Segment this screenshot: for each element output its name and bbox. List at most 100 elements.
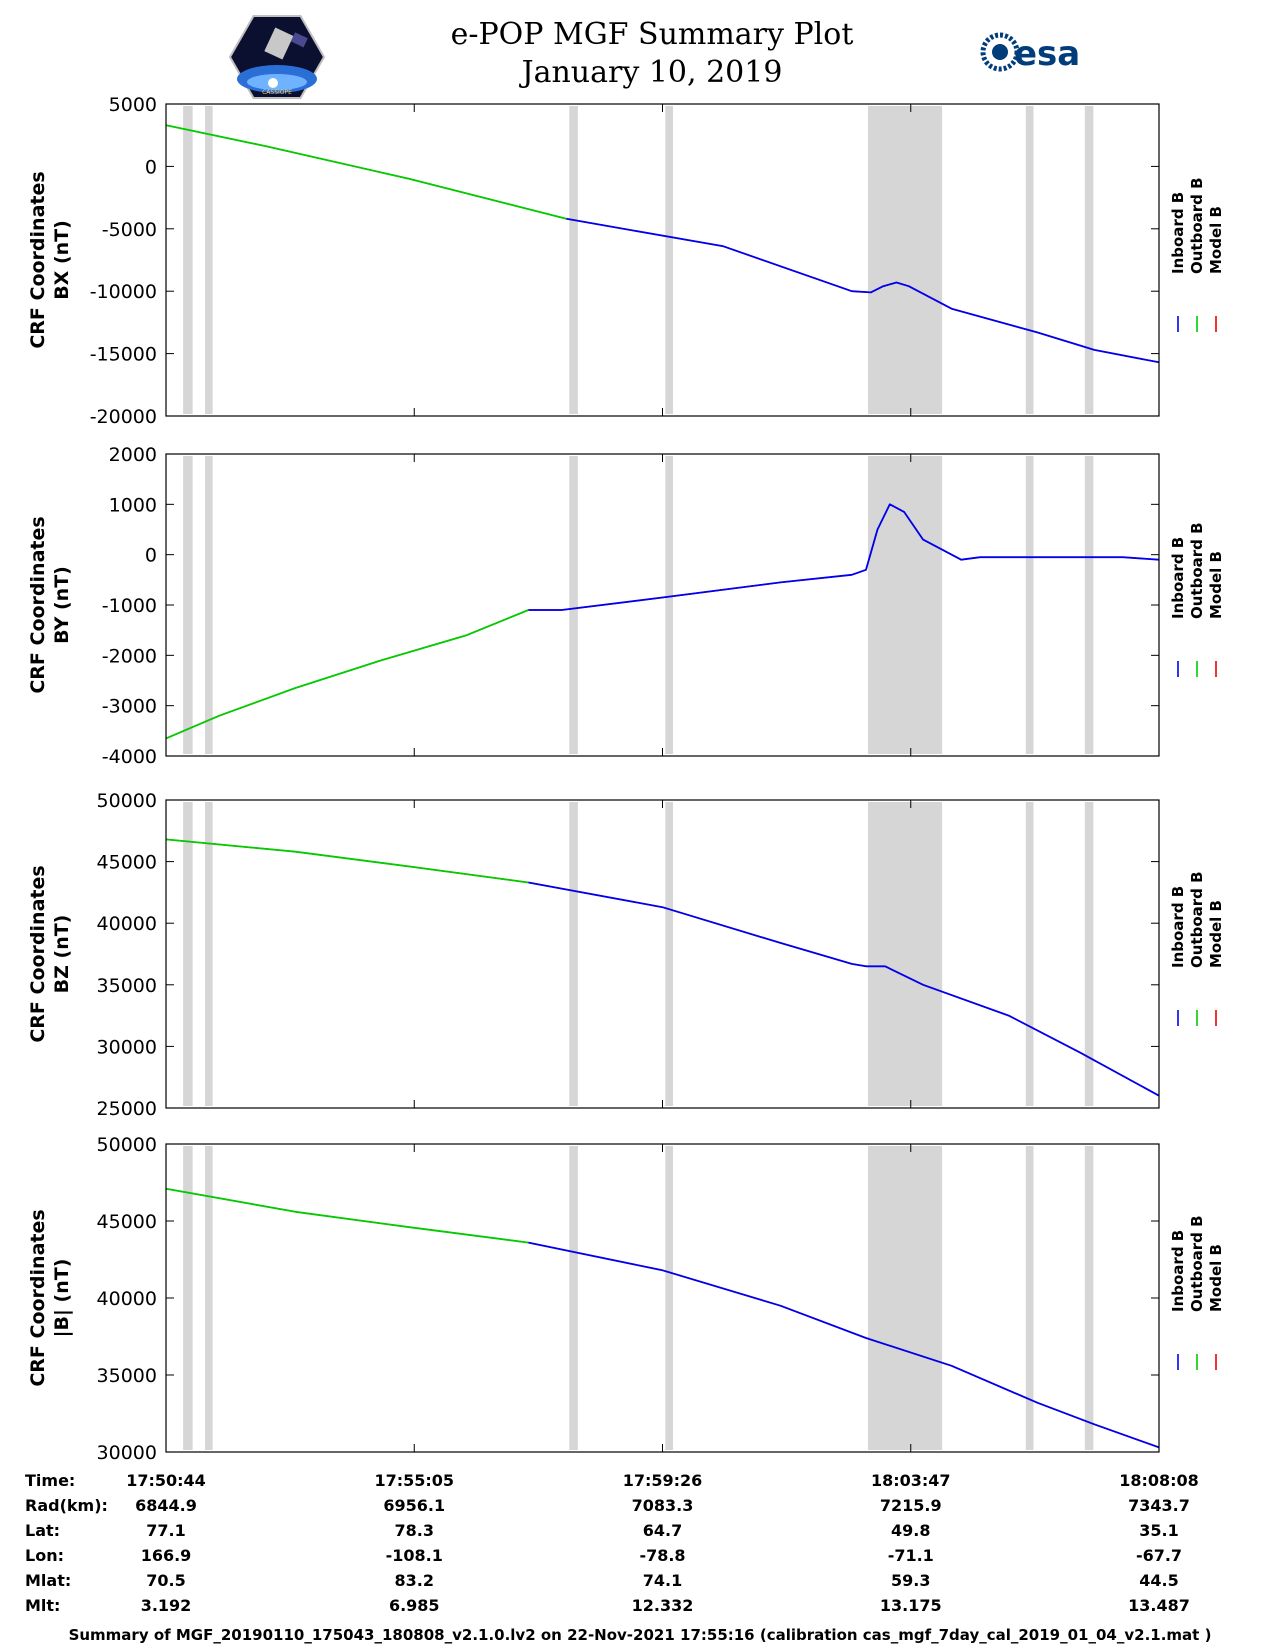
shaded-interval: [1025, 1146, 1034, 1450]
plot-frame: [165, 103, 1160, 417]
y-tick-label: 45000: [97, 852, 157, 874]
shaded-interval: [204, 1146, 213, 1450]
orbit-row-value: 17:59:26: [623, 1471, 703, 1490]
esa-logo: esa: [980, 32, 1080, 74]
legend-label: Outboard B: [1188, 1215, 1206, 1312]
shaded-interval: [1025, 106, 1034, 414]
y-tick-label: -10000: [90, 281, 157, 303]
y-axis-label: CRF Coordinates |B| (nT): [27, 1209, 73, 1386]
shaded-interval: [867, 456, 943, 754]
series-line-model-b: [165, 1188, 1160, 1449]
y-tick-label: -15000: [90, 344, 157, 366]
orbit-row-label: Rad(km):: [25, 1496, 108, 1515]
y-tick-label: -20000: [90, 406, 157, 428]
series-line-inboard-b: [528, 1241, 1160, 1449]
legend-label: Model B: [1207, 551, 1225, 619]
y-tick-label: 30000: [97, 1442, 157, 1464]
y-tick-label: -4000: [102, 746, 157, 768]
y-tick-label: 25000: [97, 1098, 157, 1120]
orbit-row-value: -71.1: [888, 1546, 934, 1565]
orbit-row-value: 49.8: [891, 1521, 930, 1540]
orbit-row-value: 3.192: [141, 1596, 192, 1615]
y-axis-label: CRF Coordinates BZ (nT): [27, 865, 73, 1042]
legend-label: Outboard B: [1188, 522, 1206, 619]
orbit-row-value: -67.7: [1136, 1546, 1182, 1565]
orbit-row-value: 70.5: [146, 1571, 185, 1590]
y-tick-label: 1000: [109, 494, 157, 516]
series-line-inboard-b: [566, 217, 1160, 364]
esa-logo-text: esa: [1014, 34, 1080, 74]
shaded-interval: [665, 106, 673, 414]
shaded-interval: [569, 106, 578, 414]
series-line-outboard-b: [165, 609, 529, 740]
orbit-row-label: Lon:: [25, 1546, 64, 1565]
series-line-inboard-b: [528, 881, 1160, 1097]
legend-label: Outboard B: [1188, 871, 1206, 968]
shaded-interval: [183, 802, 193, 1106]
legend-label: Model B: [1207, 1244, 1225, 1312]
legend-label: Inboard B: [1169, 886, 1187, 968]
plot-title-line2: January 10, 2019: [519, 55, 783, 90]
series-line-model-b: [165, 124, 1160, 363]
orbit-row-value: 7083.3: [632, 1496, 694, 1515]
shaded-interval: [569, 1146, 578, 1450]
orbit-row-value: 74.1: [643, 1571, 682, 1590]
y-axis-label: CRF Coordinates BX (nT): [27, 171, 73, 348]
shaded-interval: [665, 1146, 673, 1450]
orbit-row-label: Mlat:: [25, 1571, 71, 1590]
panel-2: 2000 1000 0 -1000 -2000 -3000 -4000 CRF Coordin…: [27, 444, 1225, 768]
shaded-interval: [204, 802, 213, 1106]
header: CASSIOPE e-POP MGF Summary Plot January …: [228, 15, 1080, 99]
orbit-row-value: 35.1: [1139, 1521, 1178, 1540]
y-tick-label: 50000: [97, 790, 157, 812]
panel-1: 5000 0 -5000 -10000 -15000 -20000 CRF Coordina…: [27, 94, 1225, 428]
orbit-row-value: 17:50:44: [126, 1471, 206, 1490]
orbit-row-value: 13.487: [1128, 1596, 1190, 1615]
y-tick-label: 40000: [97, 1288, 157, 1310]
legend-label: Model B: [1207, 206, 1225, 274]
footer-caption: Summary of MGF_20190110_175043_180808_v2…: [69, 1626, 1212, 1644]
y-tick-label: 5000: [109, 94, 157, 116]
legend-label: Outboard B: [1188, 177, 1206, 274]
shaded-interval: [569, 456, 578, 754]
shaded-interval: [204, 456, 213, 754]
cassiope-logo: CASSIOPE: [228, 15, 326, 99]
orbit-row-value: 6844.9: [135, 1496, 197, 1515]
shaded-interval: [183, 1146, 193, 1450]
shaded-interval: [1084, 802, 1094, 1106]
shaded-interval: [867, 802, 943, 1106]
orbit-row-label: Mlt:: [25, 1596, 60, 1615]
orbit-row-value: 6.985: [389, 1596, 440, 1615]
orbit-row-value: 6956.1: [383, 1496, 445, 1515]
orbit-row-value: 7215.9: [880, 1496, 942, 1515]
plot-title-line1: e-POP MGF Summary Plot: [451, 17, 854, 52]
y-tick-label: 40000: [97, 913, 157, 935]
y-axis-label: CRF Coordinates BY (nT): [27, 516, 73, 693]
orbit-row-value: 17:55:05: [374, 1471, 454, 1490]
plot-frame: [165, 453, 1160, 757]
legend: Inboard B Outboard B Model B: [1169, 177, 1225, 332]
y-tick-label: 0: [145, 545, 157, 567]
shaded-interval: [1084, 456, 1094, 754]
orbit-row-value: 12.332: [632, 1596, 694, 1615]
y-tick-label: -3000: [102, 696, 157, 718]
legend-label: Inboard B: [1169, 1230, 1187, 1312]
y-tick-label: 45000: [97, 1211, 157, 1233]
shaded-interval: [1025, 802, 1034, 1106]
orbit-row-label: Lat:: [25, 1521, 60, 1540]
y-tick-label: -5000: [102, 219, 157, 241]
orbit-row-value: 83.2: [395, 1571, 434, 1590]
shaded-interval: [665, 802, 673, 1106]
series-line-model-b: [165, 838, 1160, 1097]
series-line-outboard-b: [165, 124, 567, 220]
orbit-row-value: 18:08:08: [1119, 1471, 1199, 1490]
shaded-interval: [1084, 1146, 1094, 1450]
y-tick-label: 2000: [109, 444, 157, 466]
orbit-row-value: 18:03:47: [871, 1471, 951, 1490]
panel-4: 50000 45000 40000 35000 30000 CRF Coordinates…: [27, 1134, 1225, 1464]
shaded-interval: [183, 456, 193, 754]
y-tick-label: 30000: [97, 1036, 157, 1058]
legend: Inboard B Outboard B Model B: [1169, 1215, 1225, 1370]
plot-frame: [165, 1143, 1160, 1453]
